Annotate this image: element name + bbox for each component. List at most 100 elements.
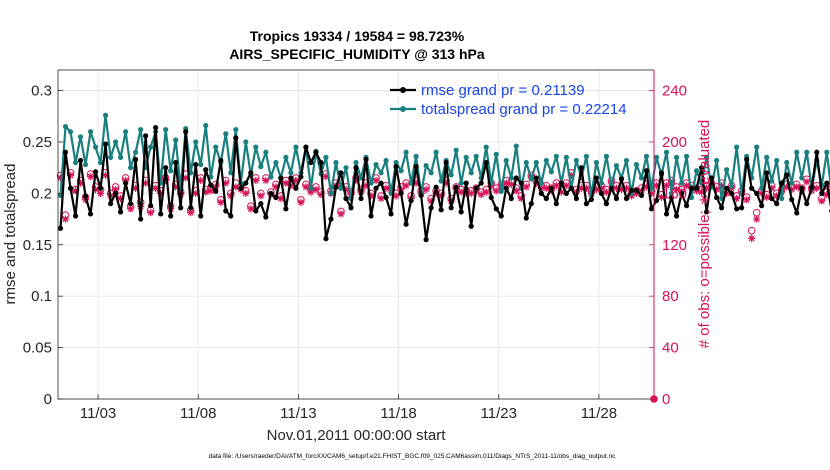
legend-marker: [400, 106, 406, 112]
obs-evaluated-point: [117, 194, 125, 203]
totalspread-point: [228, 170, 234, 176]
y-tick-label-left: 0.05: [23, 340, 52, 357]
obs-evaluated-point: [71, 187, 80, 195]
y-axis-label-right: # of obs: o=possible; ∗=evaluated: [696, 120, 713, 349]
rmse-point: [102, 141, 109, 147]
totalspread-point: [102, 112, 109, 118]
obs-evaluated-point: [302, 183, 310, 191]
obs-evaluated-point: [242, 189, 250, 197]
obs-evaluated-point: [768, 184, 776, 192]
rmse-point: [764, 170, 770, 176]
rmse-point: [698, 165, 705, 171]
obs-evaluated-point: [432, 189, 440, 197]
obs-evaluated-point: [582, 184, 590, 192]
totalspread-point: [173, 137, 179, 143]
rmse-point: [578, 165, 584, 171]
totalspread-point: [403, 149, 409, 155]
rmse-point: [653, 197, 660, 204]
rmse-point: [513, 175, 519, 181]
chart-title-line2: AIRS_SPECIFIC_HUMIDITY @ 313 hPa: [229, 46, 485, 62]
totalspread-point: [283, 154, 289, 160]
y-tick-label-right: 240: [662, 83, 687, 100]
totalspread-point: [253, 144, 259, 150]
totalspread-point: [428, 170, 434, 176]
rmse-point: [819, 190, 825, 196]
rmse-point: [468, 223, 474, 229]
totalspread-point: [308, 185, 314, 191]
rmse-point: [633, 187, 640, 193]
totalspread-point: [613, 163, 620, 169]
rmse-point: [814, 149, 820, 155]
totalspread-point: [288, 170, 294, 176]
obs-evaluated-point: [307, 188, 315, 196]
rmse-point: [143, 133, 149, 139]
obs-evaluated-point: [412, 179, 420, 187]
rmse-point: [77, 157, 84, 164]
rmse-point: [62, 149, 69, 155]
obs-evaluated-point: [352, 176, 360, 185]
rmse-point: [739, 205, 745, 211]
totalspread-point: [508, 175, 514, 181]
rmse-point: [433, 184, 439, 190]
y-tick-label-left: 0: [44, 391, 52, 408]
rmse-point: [719, 205, 725, 211]
rmse-point: [438, 207, 444, 213]
rmse-point: [693, 185, 700, 191]
totalspread-point: [168, 168, 174, 174]
rmse-point: [97, 185, 104, 191]
obs-evaluated-point: [111, 185, 120, 194]
obs-evaluated-point: [382, 184, 390, 192]
rmse-point: [759, 203, 765, 209]
rmse-point: [378, 180, 384, 186]
totalspread-point: [223, 131, 229, 137]
rmse-point: [112, 190, 119, 196]
obs-evaluated-point: [632, 189, 641, 197]
y-tick-label-left: 0.15: [23, 237, 52, 254]
rmse-point: [663, 211, 670, 217]
obs-possible-point: [752, 208, 761, 217]
totalspread-point: [799, 175, 805, 181]
y-tick-label-left: 0.3: [31, 83, 52, 100]
rmse-point: [613, 195, 620, 202]
obs-evaluated-point: [437, 192, 445, 200]
totalspread-point: [503, 157, 509, 164]
obs-evaluated-point: [217, 198, 225, 206]
totalspread-point: [138, 127, 144, 133]
rmse-point: [368, 213, 374, 219]
chart-title-line1: Tropics 19334 / 19584 = 98.723%: [250, 28, 465, 44]
rmse-point: [353, 165, 359, 171]
totalspread-point: [398, 168, 404, 174]
totalspread-point: [533, 159, 539, 166]
obs-evaluated-point: [152, 184, 160, 192]
rmse-point: [168, 213, 174, 219]
obs-evaluated-point: [337, 210, 345, 218]
obs-evaluated-point: [758, 189, 766, 197]
totalspread-point: [77, 134, 84, 140]
obs-evaluated-point: [492, 187, 500, 195]
rmse-point: [373, 185, 379, 191]
rmse-point: [238, 185, 244, 191]
totalspread-point: [563, 154, 569, 160]
totalspread-point: [653, 154, 660, 160]
rmse-point: [248, 170, 254, 176]
obs-evaluated-point: [232, 183, 240, 191]
rmse-point: [749, 185, 755, 191]
obs-evaluated-point: [682, 182, 691, 190]
obs-evaluated-point: [172, 183, 180, 191]
rmse-point: [668, 194, 675, 201]
obs-evaluated-point: [342, 185, 350, 194]
rmse-point: [253, 208, 259, 214]
x-axis-label: Nov.01,2011 00:00:00 start: [267, 427, 447, 444]
rmse-point: [313, 149, 319, 155]
obs-evaluated-point: [257, 192, 265, 200]
rmse-point: [363, 156, 369, 163]
obs-evaluated-point: [292, 176, 300, 185]
obs-evaluated-point: [788, 185, 796, 194]
obs-evaluated-point: [132, 184, 140, 192]
totalspread-point: [774, 157, 780, 164]
totalspread-point: [343, 165, 349, 171]
totalspread-point: [528, 176, 534, 182]
rmse-point: [423, 237, 429, 243]
rmse-point: [729, 190, 735, 196]
rmse-point: [703, 209, 710, 215]
